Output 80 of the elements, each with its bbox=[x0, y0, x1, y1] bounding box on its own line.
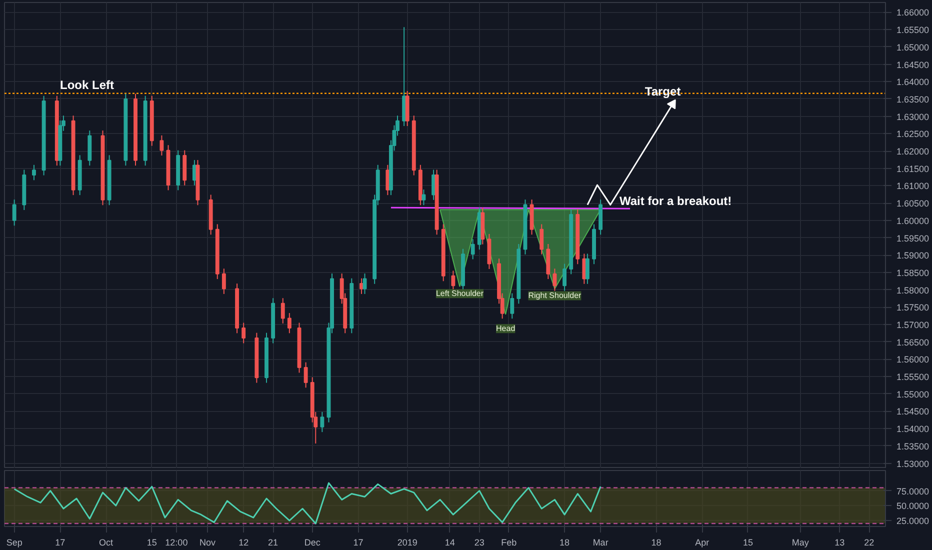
x-tick-label: 17 bbox=[353, 538, 364, 548]
y-tick-label: 1.59500 bbox=[896, 233, 930, 244]
y-tick-label: 1.56000 bbox=[896, 354, 930, 365]
candlestick bbox=[222, 268, 226, 294]
x-tick-label: 23 bbox=[474, 538, 484, 548]
y-tick-label: 1.53000 bbox=[896, 458, 930, 469]
y-tick-label: 1.58500 bbox=[896, 268, 930, 278]
x-tick-label: 2019 bbox=[397, 538, 418, 548]
x-tick-label: Nov bbox=[200, 538, 216, 548]
annotation: Wait for a breakout! bbox=[619, 194, 732, 208]
x-tick-label: 14 bbox=[444, 538, 455, 548]
candlestick bbox=[280, 298, 285, 324]
x-tick-label: Dec bbox=[304, 538, 321, 548]
y-tick-label: 1.60000 bbox=[896, 216, 930, 226]
annotation: Target bbox=[644, 84, 681, 98]
y-tick-label: 1.58000 bbox=[896, 285, 930, 296]
x-tick-label: 15 bbox=[742, 538, 753, 548]
y-tick-label: 1.59000 bbox=[896, 250, 930, 261]
y-tick-label: 1.54500 bbox=[896, 406, 930, 417]
x-tick-label: Oct bbox=[99, 538, 114, 548]
y-tick-label: 1.60500 bbox=[896, 198, 930, 209]
candlestick bbox=[510, 292, 514, 320]
candlestick bbox=[320, 411, 324, 433]
y-tick-label: 1.62000 bbox=[896, 146, 930, 157]
candlestick bbox=[287, 312, 292, 334]
x-tick-label: Mar bbox=[592, 538, 608, 548]
y-tick-label: 1.61000 bbox=[896, 181, 930, 192]
y-tick-label: 1.57500 bbox=[896, 302, 930, 313]
y-tick-label: 1.55000 bbox=[896, 389, 930, 400]
x-tick-label: Apr bbox=[695, 538, 710, 548]
annotation: Look Left bbox=[60, 78, 114, 92]
annotation: Right Shoulder bbox=[528, 291, 582, 300]
line-series bbox=[14, 482, 602, 524]
annotation: Left Shoulder bbox=[436, 289, 484, 298]
y-tick-label: 1.61500 bbox=[896, 164, 930, 174]
candlestick bbox=[422, 189, 426, 206]
x-tick-label: Feb bbox=[501, 538, 517, 548]
candlestick bbox=[451, 270, 456, 292]
x-tick-label: 12:00 bbox=[165, 538, 188, 548]
x-tick-label: 17 bbox=[55, 538, 66, 548]
candlestick bbox=[242, 322, 246, 344]
candlestick bbox=[192, 160, 196, 186]
x-tick-label: 15 bbox=[146, 538, 157, 548]
x-tick-label: 12 bbox=[238, 538, 249, 548]
y-tick-label: 1.63500 bbox=[896, 94, 930, 104]
annotation: Head bbox=[496, 324, 516, 334]
x-tick-label: Sep bbox=[6, 538, 22, 548]
candlestick bbox=[540, 224, 544, 255]
x-tick-label: 18 bbox=[560, 538, 570, 548]
y-tick-label: 1.53500 bbox=[896, 441, 930, 452]
candlestick bbox=[12, 199, 16, 226]
candlestick bbox=[304, 362, 308, 388]
y-tick-label: 1.62500 bbox=[896, 129, 930, 140]
candlestick bbox=[160, 134, 164, 156]
x-tick-label: 21 bbox=[268, 538, 278, 548]
y-tick-label: 1.57000 bbox=[896, 320, 930, 330]
y-tick-label: 25.0000 bbox=[896, 516, 930, 526]
x-tick-label: May bbox=[792, 538, 810, 548]
candlestick bbox=[360, 278, 364, 294]
candlestick bbox=[470, 238, 475, 260]
y-tick-label: 1.65000 bbox=[896, 42, 930, 52]
y-tick-label: 1.66000 bbox=[896, 8, 930, 18]
y-tick-label: 1.54000 bbox=[896, 424, 930, 434]
x-tick-label: 18 bbox=[651, 538, 662, 548]
candlestick bbox=[552, 268, 557, 292]
x-tick-label: 22 bbox=[864, 538, 874, 548]
y-tick-label: 50.0000 bbox=[896, 501, 930, 512]
y-tick-label: 1.64500 bbox=[896, 60, 930, 70]
y-tick-label: 75.0000 bbox=[896, 486, 930, 496]
y-tick-label: 1.55500 bbox=[896, 372, 930, 382]
y-tick-label: 1.63000 bbox=[896, 112, 930, 122]
y-tick-label: 1.64000 bbox=[896, 77, 930, 88]
candlestick bbox=[562, 263, 567, 292]
x-tick-label: 13 bbox=[834, 538, 845, 548]
candlestick bbox=[386, 164, 390, 196]
y-tick-label: 1.56500 bbox=[896, 337, 930, 348]
y-tick-label: 1.65500 bbox=[896, 25, 930, 36]
candlestick bbox=[585, 253, 590, 284]
candlestick bbox=[32, 164, 36, 181]
candlestick bbox=[362, 272, 367, 294]
